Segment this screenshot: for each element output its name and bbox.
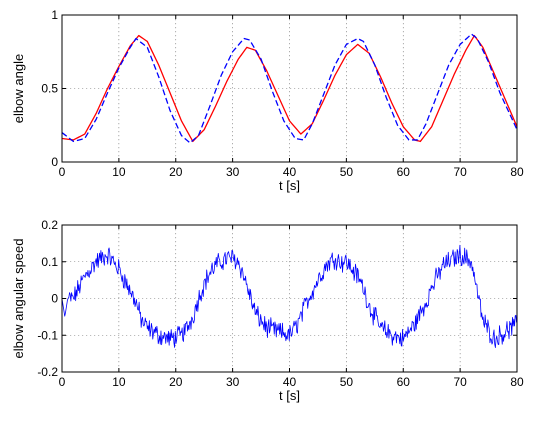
top-plot-grid: [62, 15, 517, 162]
top-plot-x-tick-label: 70: [453, 165, 467, 179]
top-plot-y-tick-label: 1: [51, 8, 58, 22]
top-plot-y-tick-label: 0.5: [41, 82, 58, 96]
top-plot-x-tick-label: 0: [59, 165, 66, 179]
bottom-plot-x-tick-label: 60: [397, 375, 411, 389]
bottom-plot-x-tick-label: 0: [59, 375, 66, 389]
top-plot-series-solid-line-0: [61, 34, 518, 143]
top-plot-x-tick-label: 10: [112, 165, 126, 179]
top-plot-x-tick-label: 30: [226, 165, 240, 179]
bottom-plot-x-axis-label: t [s]: [279, 388, 300, 403]
bottom-plot-y-tick-label: -0.2: [37, 365, 58, 379]
bottom-plot-x-tick-label: 30: [226, 375, 240, 389]
bottom-plot-x-tick-label: 80: [510, 375, 524, 389]
top-plot-x-tick-label: 80: [510, 165, 524, 179]
bottom-plot-y-tick-label: 0.2: [41, 218, 58, 232]
bottom-plot-x-tick-label: 50: [340, 375, 354, 389]
top-plot-series: [61, 33, 518, 144]
top-plot-y-axis-label: elbow angle: [11, 54, 26, 123]
top-plot-ticks: 0 10 20 30 40 50 60 70 80 0 0.5 1: [41, 8, 524, 179]
bottom-plot-series-solid-line-0: [61, 244, 517, 349]
top-plot-x-tick-label: 50: [340, 165, 354, 179]
bottom-plot-x-tick-label: 10: [112, 375, 126, 389]
top-plot-x-tick-label: 20: [169, 165, 183, 179]
bottom-plot-x-tick-label: 20: [169, 375, 183, 389]
bottom-plot-y-axis-label: elbow angular speed: [11, 239, 26, 359]
top-plot-elbow-angle: 0 10 20 30 40 50 60 70 80 0 0.5 1 t [s] elbow angle: [11, 8, 524, 193]
top-plot-x-axis-label: t [s]: [279, 178, 300, 193]
top-plot-x-tick-label: 40: [283, 165, 297, 179]
bottom-plot-y-tick-label: 0: [51, 292, 58, 306]
bottom-plot-x-tick-label: 70: [453, 375, 467, 389]
bottom-plot-y-tick-label: -0.1: [37, 328, 58, 342]
bottom-plot-series: [61, 244, 517, 349]
top-plot-x-tick-label: 60: [397, 165, 411, 179]
bottom-plot-elbow-angular-speed: 0 10 20 30 40 50 60 70 80 -0.2 -0.1 0 0.1 0.2 t [s] e…: [11, 218, 524, 403]
bottom-plot-x-tick-label: 40: [283, 375, 297, 389]
bottom-plot-y-tick-label: 0.1: [41, 255, 58, 269]
top-plot-series-dashed-line-1: [61, 33, 518, 144]
bottom-plot-ticks: 0 10 20 30 40 50 60 70 80 -0.2 -0.1 0 0.1 0.2: [37, 218, 524, 389]
top-plot-y-tick-label: 0: [51, 155, 58, 169]
